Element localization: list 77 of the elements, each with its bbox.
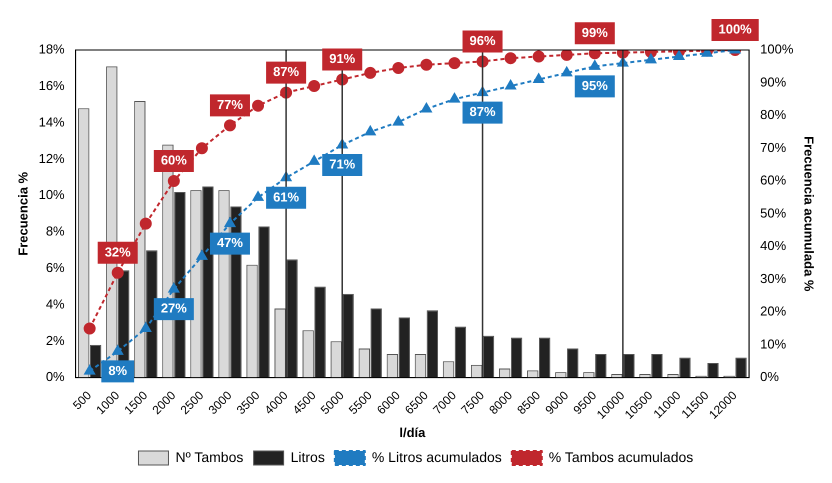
point <box>532 50 545 63</box>
data-label: 87% <box>470 104 496 120</box>
point <box>112 345 124 355</box>
data-label: 71% <box>329 156 356 172</box>
point <box>646 54 656 64</box>
point <box>393 116 404 126</box>
y-axis-title: Frecuencia % <box>15 171 30 256</box>
y2-tick-label: 30% <box>760 270 787 286</box>
point <box>196 142 208 154</box>
point <box>140 218 152 230</box>
data-label: 61% <box>273 189 300 204</box>
point <box>252 191 264 201</box>
legend-label: Nº Tambos <box>175 448 244 465</box>
y2-tick-label: 100% <box>760 42 794 57</box>
data-label: 60% <box>160 152 188 168</box>
x-tick-label: 500 <box>70 388 94 412</box>
point <box>84 322 96 334</box>
data-label: 87% <box>273 64 300 80</box>
y2-tick-label: 0% <box>760 369 780 384</box>
data-label: 47% <box>216 235 244 250</box>
point <box>504 52 517 64</box>
point <box>560 50 573 61</box>
y2-tick-label: 20% <box>760 304 787 319</box>
point <box>112 266 124 279</box>
point <box>505 80 516 90</box>
legend-label: Litros <box>290 448 325 465</box>
point <box>140 322 152 332</box>
y2-tick-label: 10% <box>760 336 787 352</box>
y2-tick-label: 40% <box>760 238 787 254</box>
point <box>674 50 684 60</box>
point <box>364 126 376 136</box>
y-tick-label: 2% <box>46 332 66 348</box>
point <box>421 102 432 112</box>
point <box>196 250 208 260</box>
y-tick-label: 4% <box>46 296 66 312</box>
point <box>252 100 264 112</box>
y-tick-label: 16% <box>38 78 66 93</box>
point <box>364 66 376 79</box>
y-tick-label: 14% <box>38 114 66 130</box>
data-label: 99% <box>582 24 608 40</box>
y-tick-label: 18% <box>38 42 66 57</box>
point <box>561 66 572 76</box>
y2-tick-label: 70% <box>760 140 787 155</box>
data-label: 77% <box>216 96 244 112</box>
y2-axis-title: Frecuencia acumulada % <box>802 136 817 292</box>
x-axis-title: l/día <box>399 424 426 440</box>
y-tick-label: 12% <box>38 150 66 166</box>
y-tick-label: 8% <box>46 224 66 239</box>
point <box>224 119 236 132</box>
point <box>168 283 180 293</box>
data-label: 96% <box>470 33 496 48</box>
y-tick-label: 6% <box>46 260 66 275</box>
y2-tick-label: 50% <box>760 205 787 220</box>
data-label: 27% <box>160 300 188 316</box>
y2-tick-label: 80% <box>760 107 787 122</box>
point <box>589 60 600 70</box>
point <box>308 80 320 92</box>
point <box>308 155 320 165</box>
point <box>168 175 180 188</box>
legend-label: % Tambos acumulados <box>548 448 694 465</box>
data-label: 91% <box>329 51 356 66</box>
point <box>84 365 95 375</box>
data-label: 8% <box>108 362 128 378</box>
data-label: 100% <box>718 22 752 37</box>
y-tick-label: 10% <box>38 187 66 202</box>
point <box>449 93 460 103</box>
y2-tick-label: 90% <box>760 74 787 90</box>
y2-tick-label: 60% <box>760 172 787 188</box>
data-label: 32% <box>104 244 132 260</box>
point <box>448 57 460 70</box>
point <box>224 218 236 228</box>
y-tick-label: 0% <box>46 369 66 384</box>
point <box>533 73 544 83</box>
data-label: 95% <box>582 78 608 93</box>
legend-label: % Litros acumulados <box>372 448 502 465</box>
point <box>420 58 432 71</box>
point <box>392 62 404 74</box>
